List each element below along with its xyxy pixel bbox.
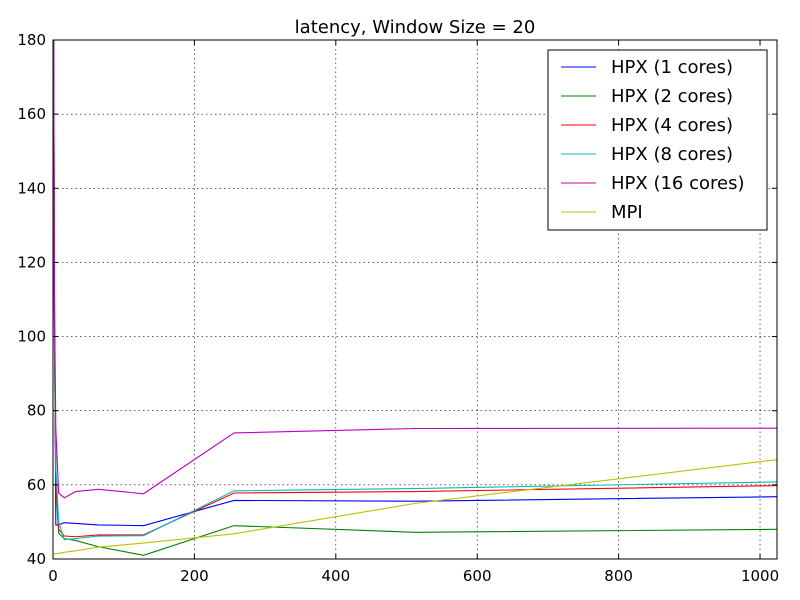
series-layer [53, 40, 777, 556]
legend-label: MPI [611, 202, 643, 223]
chart-title: latency, Window Size = 20 [295, 17, 536, 38]
legend-label: HPX (1 cores) [611, 57, 733, 78]
y-tick-label: 100 [17, 328, 46, 346]
legend-box [547, 49, 768, 231]
y-tick-label: 80 [27, 402, 46, 420]
y-tick-label: 60 [27, 476, 46, 494]
x-tick-label: 0 [48, 567, 58, 585]
series-line-5 [53, 459, 777, 555]
x-tick-label: 600 [463, 567, 492, 585]
legend: HPX (1 cores) HPX (2 cores) HPX (4 cores) H… [547, 49, 768, 231]
tick-layer: 0 200 400 600 800 1000 40 60 80 100 120 140 160 180 [17, 31, 779, 585]
x-tick-label: 1000 [741, 567, 779, 585]
x-tick-label: 400 [321, 567, 350, 585]
x-tick-label: 800 [604, 567, 633, 585]
y-tick-label: 140 [17, 179, 46, 197]
plot-area-frame [52, 39, 778, 560]
y-tick-label: 180 [17, 31, 46, 49]
legend-label: HPX (4 cores) [611, 115, 733, 136]
y-tick-label: 160 [17, 105, 46, 123]
x-tick-label: 200 [180, 567, 209, 585]
legend-label: HPX (2 cores) [611, 86, 733, 107]
legend-label: HPX (8 cores) [611, 144, 733, 165]
legend-label: HPX (16 cores) [611, 173, 744, 194]
y-tick-label: 40 [27, 550, 46, 568]
y-tick-label: 120 [17, 253, 46, 271]
series-line-4 [53, 40, 777, 499]
